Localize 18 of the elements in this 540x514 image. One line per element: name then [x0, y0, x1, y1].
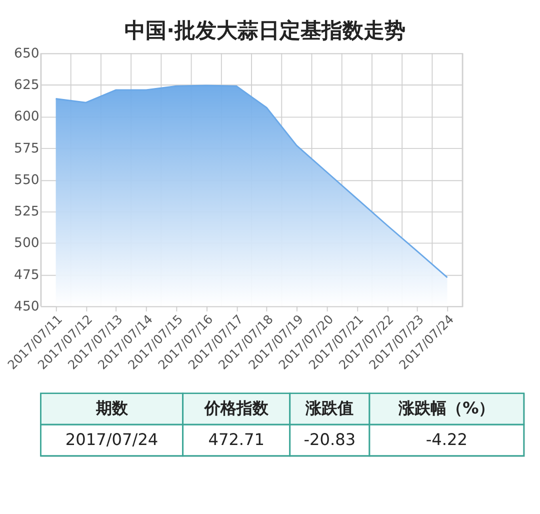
y-tick-label: 650 [14, 46, 40, 62]
y-tick-label: 575 [14, 141, 40, 156]
chart-title: 中国·批发大蒜日定基指数走势 [124, 18, 406, 43]
text: -4.22 [426, 430, 468, 449]
y-tick-label: 550 [14, 172, 40, 188]
y-tick-label: 600 [14, 110, 40, 125]
text: 472.71 [208, 430, 265, 449]
text: 期数 [94, 398, 129, 418]
y-tick-label: 525 [14, 204, 40, 220]
y-tick-label: 625 [14, 78, 40, 94]
text: 涨跌值 [304, 398, 354, 418]
y-tick-label: 450 [14, 299, 40, 314]
y-tick-label: 500 [14, 236, 40, 252]
text: 涨跌幅（%） [398, 398, 495, 418]
y-tick-label: 475 [14, 268, 40, 283]
text: 2017/07/24 [65, 430, 158, 449]
text: -20.83 [304, 430, 356, 449]
text: 价格指数 [203, 398, 270, 418]
